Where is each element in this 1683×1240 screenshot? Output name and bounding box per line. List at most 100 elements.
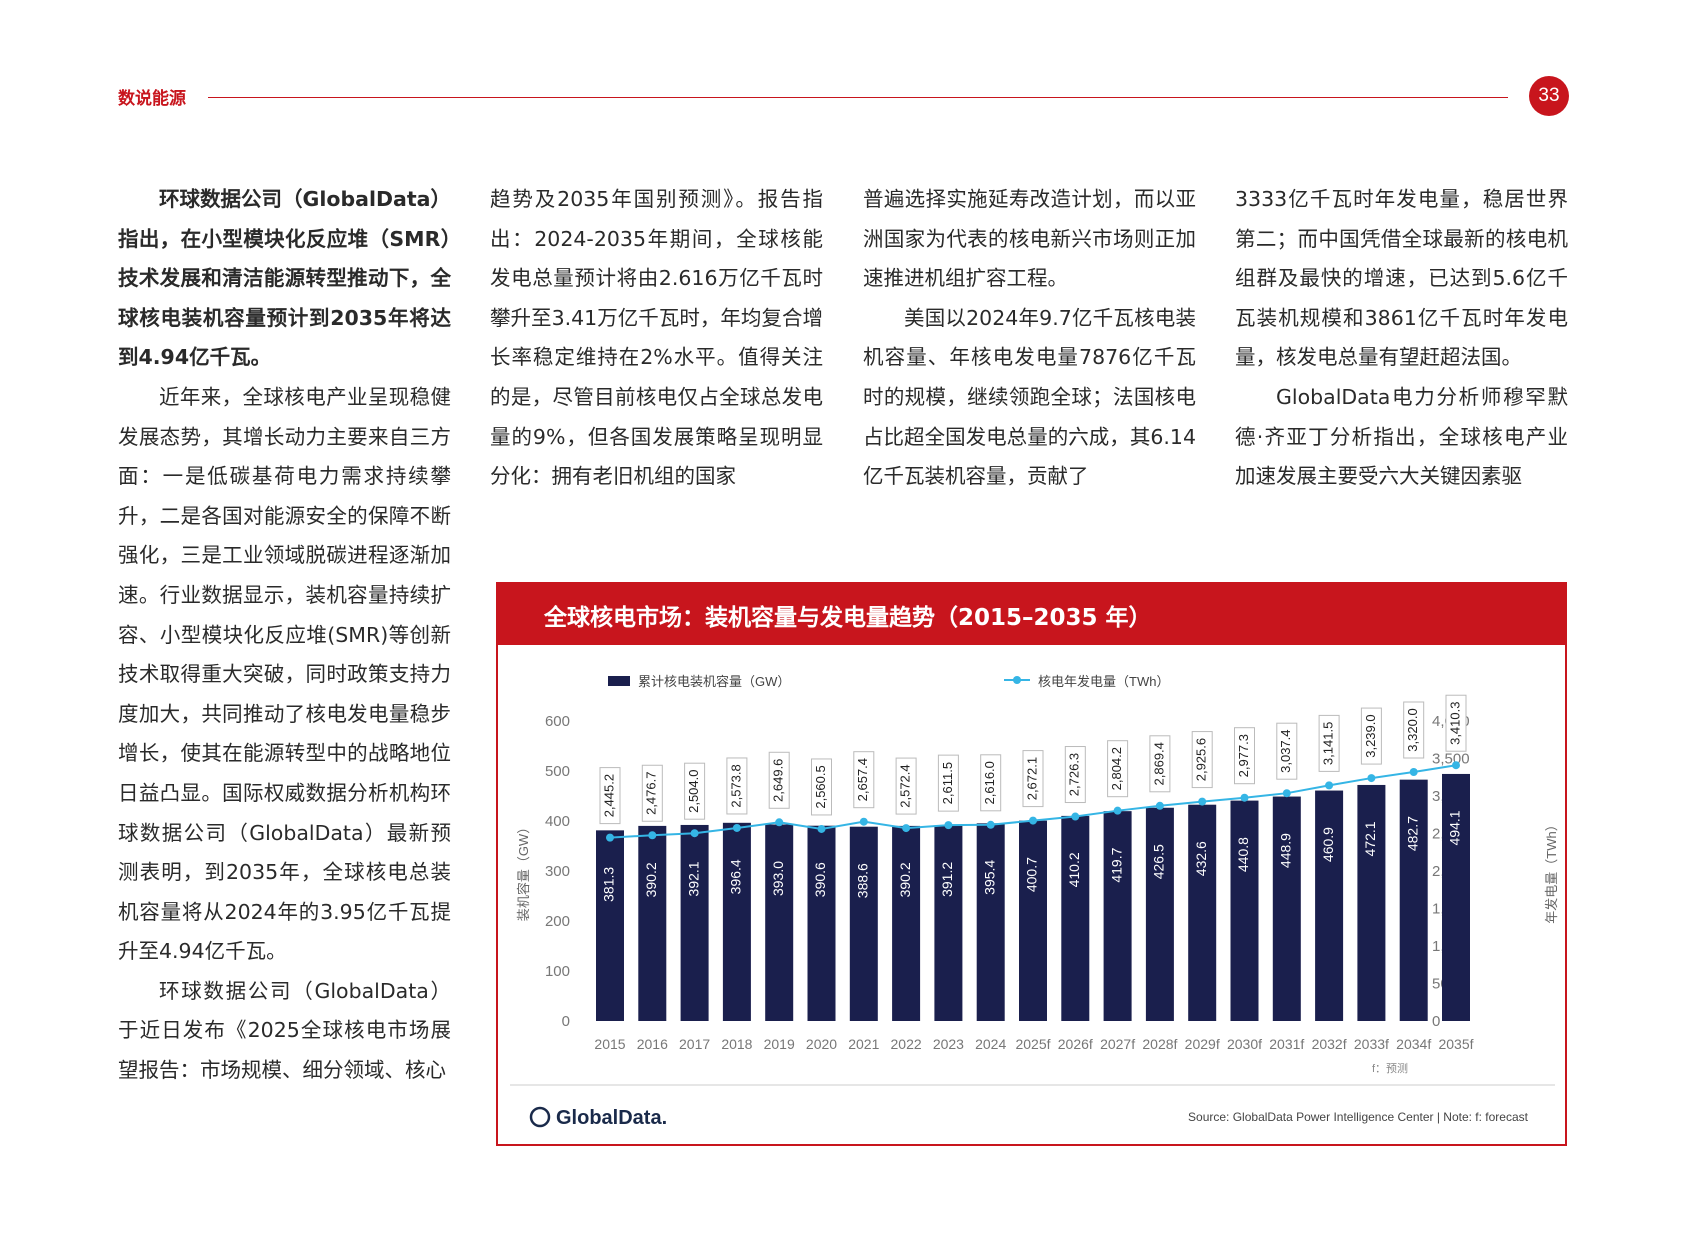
x-tick-label: 2020 [806, 1036, 837, 1052]
x-tick-label: 2034f [1396, 1036, 1431, 1052]
x-tick-label: 2015 [594, 1036, 625, 1052]
x-tick-label: 2031f [1269, 1036, 1304, 1052]
line-value-label: 2,869.4 [1151, 742, 1166, 785]
bar-value-label: 472.1 [1362, 821, 1378, 856]
line-label-box [811, 758, 832, 816]
line-value-label: 2,672.1 [1024, 757, 1039, 800]
line-value-label: 2,573.8 [728, 764, 743, 807]
bar-capacity [892, 825, 921, 1021]
line-point [859, 817, 868, 826]
bar-capacity [1230, 800, 1259, 1021]
body-paragraph: 趋势及2035年国别预测》。报告指出：2024-2035年期间，全球核能发电总量… [490, 187, 823, 489]
line-label-box [1107, 740, 1129, 798]
x-tick-label: 2030f [1227, 1036, 1262, 1052]
line-point [1409, 768, 1418, 776]
bar-capacity [1399, 779, 1428, 1021]
bar-capacity [638, 825, 667, 1021]
line-value-label: 2,726.3 [1067, 753, 1082, 796]
line-value-label: 2,616.0 [982, 761, 997, 804]
x-tick-label: 2026f [1058, 1036, 1093, 1052]
y-tick-left: 300 [545, 863, 570, 880]
line-value-label: 2,572.4 [898, 764, 913, 807]
line-point [690, 829, 699, 838]
line-point [606, 833, 614, 842]
line-label-box [1360, 707, 1382, 765]
y-tick-left: 400 [545, 813, 570, 830]
line-value-label: 2,611.5 [940, 762, 955, 804]
line-point [1071, 812, 1080, 821]
x-tick-label: 2029f [1185, 1036, 1220, 1052]
x-tick-label: 2016 [637, 1036, 668, 1052]
chart-title: 全球核电市场：装机容量与发电量趋势（2015–2035 年） [544, 605, 1152, 631]
y-tick-left: 200 [545, 913, 570, 930]
line-value-label: 2,977.3 [1236, 734, 1251, 777]
line-label-box [1149, 735, 1171, 793]
nuclear-capacity-generation-chart: 累计核电装机容量（GW） 核电年发电量（TWh） 0 100 200 300 400 500 6… [510, 674, 1559, 1129]
body-paragraph: 环球数据公司（GlobalData）于近日发布《2025全球核电市场展望报告：市… [118, 978, 451, 1083]
bar-value-label: 390.6 [812, 862, 828, 897]
line-label-box [937, 754, 959, 812]
line-point [1240, 793, 1249, 802]
bar-value-label: 410.2 [1066, 852, 1082, 887]
line-point [1325, 781, 1334, 790]
bar-value-label: 440.8 [1235, 837, 1251, 872]
line-label-box [1445, 694, 1467, 752]
bar-value-label: 448.9 [1278, 833, 1294, 868]
bar-capacity [722, 822, 751, 1021]
y-tick-right: 3,500 [1432, 751, 1470, 768]
line-value-label: 3,141.5 [1321, 722, 1336, 765]
bar-capacity [1442, 773, 1470, 1021]
line-label-box [853, 751, 875, 809]
line-value-label: 2,560.5 [813, 765, 828, 808]
body-paragraph: 3333亿千瓦时年发电量，稳居世界第二；而中国凭借全球最新的核电机组群及最快的增… [1235, 187, 1568, 370]
line-label-box [1276, 722, 1298, 780]
line-label-box [599, 767, 621, 825]
bar-value-label: 426.5 [1151, 844, 1167, 879]
x-tick-label: 2023 [933, 1036, 964, 1052]
y-axis-label-left: 装机容量（GW） [516, 821, 531, 921]
bar-value-label: 393.0 [770, 861, 786, 896]
line-point [1198, 797, 1207, 806]
line-point [1029, 816, 1037, 825]
x-tick-label: 2033f [1354, 1036, 1389, 1052]
globaldata-logo: GlobalData. [556, 1107, 667, 1129]
bar-value-label: 460.9 [1320, 827, 1336, 862]
bar-value-label: 392.1 [685, 861, 701, 896]
line-point [732, 823, 741, 832]
x-tick-label: 2019 [764, 1036, 795, 1052]
bar-value-label: 391.2 [939, 862, 955, 897]
bar-value-label: 388.6 [855, 863, 871, 898]
bar-value-label: 396.4 [728, 859, 744, 894]
body-paragraph: GlobalData电力分析师穆罕默德·齐亚丁分析指出，全球核电产业加速发展主要… [1235, 384, 1568, 489]
x-tick-label: 2027f [1100, 1036, 1135, 1052]
line-value-label: 3,037.4 [1278, 730, 1293, 773]
line-point [1452, 761, 1460, 770]
line-point [817, 824, 826, 833]
line-point [775, 818, 784, 827]
x-tick-label: 2032f [1312, 1036, 1347, 1052]
bar-value-label: 400.7 [1024, 857, 1040, 892]
body-paragraph: 近年来，全球核电产业呈现稳健发展态势，其增长动力主要来自三方面：一是低碳基荷电力… [118, 384, 451, 964]
line-point [902, 824, 911, 833]
bar-capacity [680, 824, 709, 1021]
lead-paragraph: 环球数据公司（GlobalData）指出，在小型模块化反应堆（SMR）技术发展和… [118, 187, 451, 370]
bar-capacity [1019, 820, 1047, 1021]
line-point [944, 821, 953, 830]
line-label-box [1318, 714, 1340, 772]
bar-capacity [1103, 811, 1132, 1021]
bar-capacity [1357, 784, 1386, 1021]
page-number: 33 [1529, 76, 1569, 116]
text-column-4: 3333亿千瓦时年发电量，稳居世界第二；而中国凭借全球最新的核电机组群及最快的增… [1235, 180, 1568, 497]
line-label-box [726, 757, 748, 815]
chart-title-bar: 全球核电市场：装机容量与发电量趋势（2015–2035 年） [498, 584, 1565, 645]
bar-capacity [1315, 790, 1344, 1021]
globaldata-logo-icon [529, 1106, 551, 1128]
line-value-label: 2,445.2 [601, 774, 616, 817]
legend-line-marker [1013, 676, 1021, 684]
body-paragraph: 普遍选择实施延寿改造计划，而以亚洲国家为代表的核电新兴市场则正加速推进机组扩容工… [863, 187, 1196, 291]
line-label-box [641, 764, 663, 822]
line-label-box [1022, 750, 1044, 808]
legend-bar-label: 累计核电装机容量（GW） [638, 674, 790, 689]
line-point [1367, 774, 1376, 783]
line-label-box [1191, 731, 1213, 789]
